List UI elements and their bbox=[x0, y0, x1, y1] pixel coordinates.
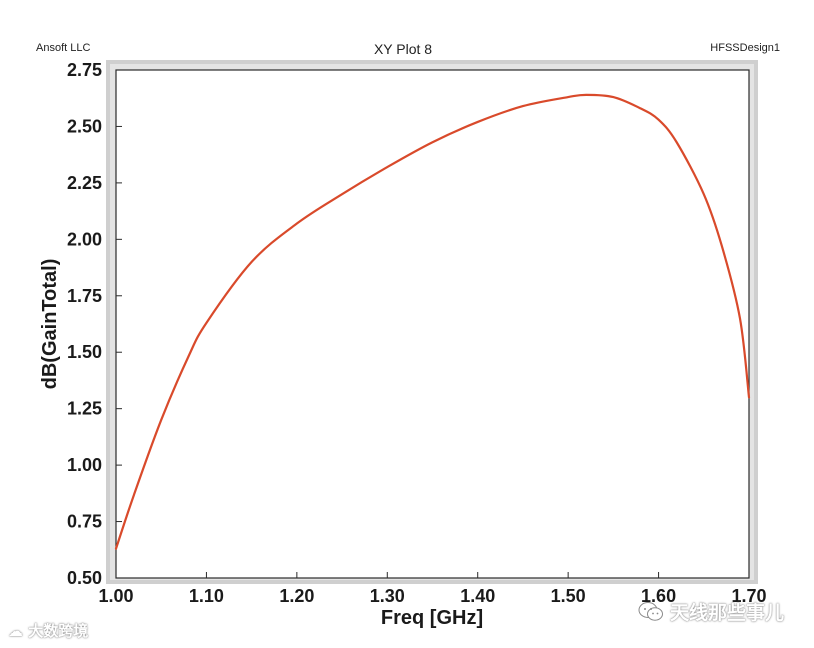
y-tick-label: 1.50 bbox=[67, 342, 102, 362]
plot-area bbox=[115, 69, 750, 579]
watermark-right-text: 天线那些事儿 bbox=[670, 602, 785, 624]
x-axis-title: Freq [GHz] bbox=[381, 607, 483, 629]
x-tick-label: 1.40 bbox=[460, 586, 495, 606]
axis-ticks bbox=[115, 69, 750, 579]
cloud-logo-icon: ☁ bbox=[8, 622, 23, 640]
watermark-right: 天线那些事儿 bbox=[638, 598, 784, 625]
y-tick-label: 0.50 bbox=[67, 568, 102, 588]
x-tick-label: 1.30 bbox=[370, 586, 405, 606]
y-tick-label: 1.00 bbox=[67, 455, 102, 475]
x-tick-labels: 1.00 1.10 1.20 1.30 1.40 1.50 1.60 1.70 bbox=[98, 586, 766, 606]
design-label: HFSSDesign1 bbox=[710, 42, 780, 54]
y-tick-label: 1.75 bbox=[67, 286, 102, 306]
gain-curve bbox=[114, 93, 751, 550]
y-tick-label: 2.75 bbox=[67, 60, 102, 80]
x-tick-label: 1.20 bbox=[279, 586, 314, 606]
x-tick-label: 1.50 bbox=[551, 586, 586, 606]
x-tick-label: 1.10 bbox=[189, 586, 224, 606]
plot-title: XY Plot 8 bbox=[374, 41, 432, 57]
watermark-left: ☁ 大数跨境 bbox=[8, 620, 88, 641]
watermark-left-text: 大数跨境 bbox=[28, 622, 89, 640]
y-tick-label: 1.25 bbox=[67, 399, 102, 419]
y-tick-label: 0.75 bbox=[67, 512, 102, 532]
x-tick-label: 1.60 bbox=[641, 586, 676, 606]
x-tick-label: 1.70 bbox=[731, 586, 766, 606]
y-axis-title: dB(GainTotal) bbox=[39, 259, 61, 390]
y-tick-labels: 0.50 0.75 1.00 1.25 1.50 1.75 2.00 2.25 2.50 2.75 bbox=[67, 60, 102, 588]
y-tick-label: 2.25 bbox=[67, 173, 102, 193]
wechat-icon bbox=[638, 601, 663, 621]
x-tick-label: 1.00 bbox=[98, 586, 133, 606]
y-tick-label: 2.00 bbox=[67, 229, 102, 249]
company-label: Ansoft LLC bbox=[36, 42, 90, 54]
y-tick-label: 2.50 bbox=[67, 116, 102, 136]
